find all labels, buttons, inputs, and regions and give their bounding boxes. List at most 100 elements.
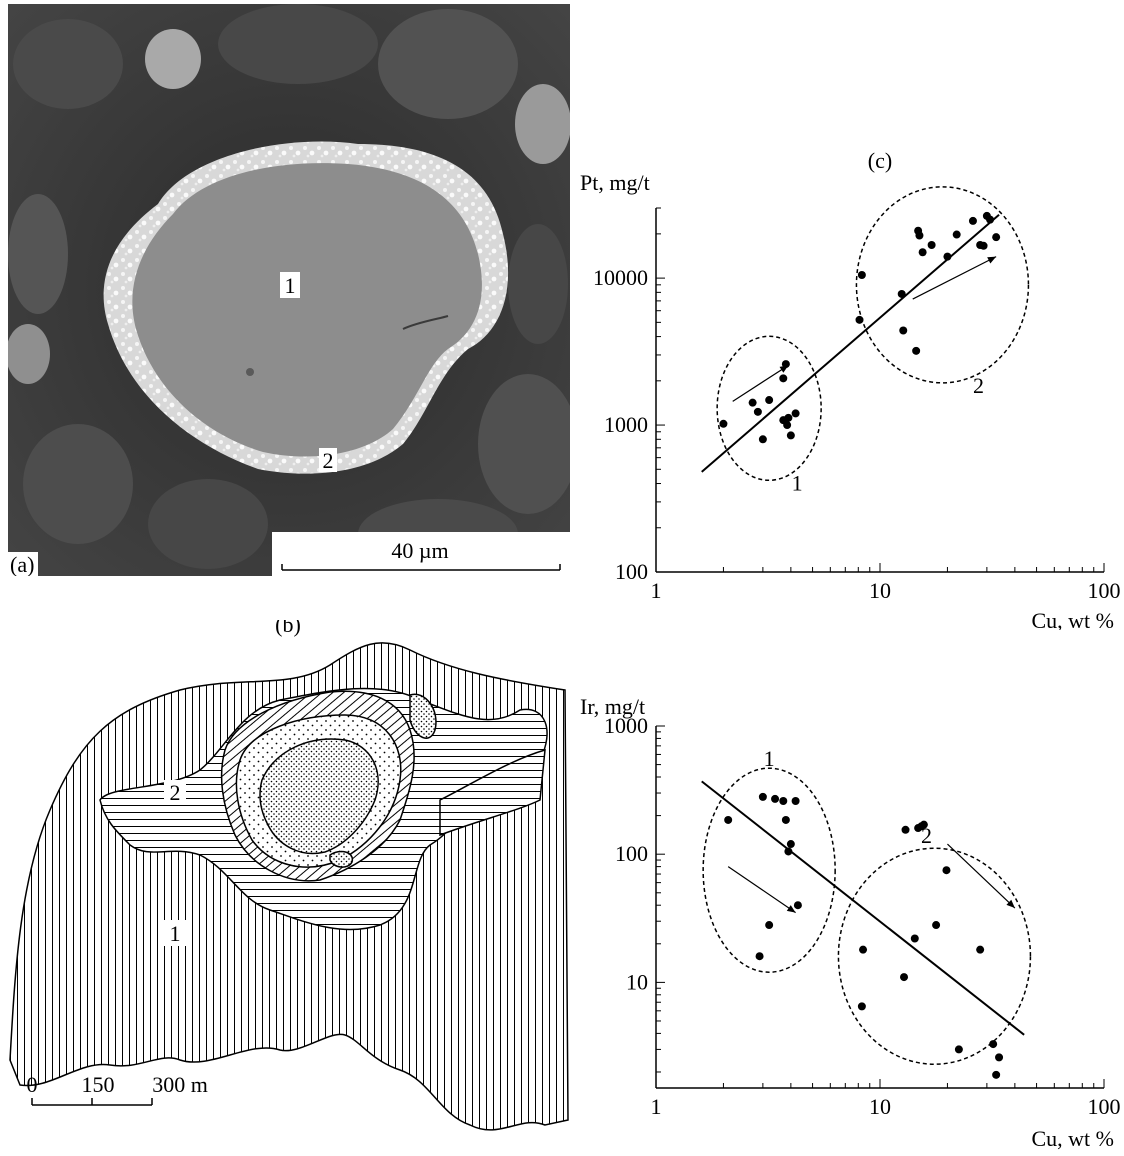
map-zone-1-label: 1 [170,921,181,946]
data-point [915,231,924,240]
data-point [992,1070,1001,1079]
scale-tick-300: 300 m [152,1072,208,1097]
data-point [855,315,864,324]
trend-arrow-head [786,905,796,913]
data-point [901,825,910,834]
panel-a-label: (a) [10,552,34,576]
chart-ir-ylabel: Ir, mg/t [580,694,645,719]
group-ellipse-1 [716,335,822,482]
chart-ir-marks: 1 10 100 10 100 1000 1 2 [604,713,1121,1119]
data-point [781,360,790,369]
data-point [952,230,961,239]
data-point [986,215,995,224]
data-point [968,216,977,225]
map-zone-2-label: 2 [170,780,181,805]
data-point [719,419,728,428]
trend-arrow [947,843,1016,909]
chart-pt-xlabel: Cu, wt % [1032,608,1115,630]
zone-2-label: 2 [323,448,334,473]
y-tick-label: 100 [615,841,648,866]
data-point [910,934,919,943]
data-point [771,794,780,803]
data-point [857,1002,866,1011]
y-tick-label: 100 [615,559,648,584]
data-point [758,792,767,801]
data-point [724,815,733,824]
scale-bar-label: 40 µm [391,538,448,563]
zone-1-label: 1 [285,273,296,298]
data-point [976,945,985,954]
data-point [779,796,788,805]
scale-tick-0: 0 [27,1072,38,1097]
trend-arrow [727,866,796,914]
chart-ir-xlabel: Cu, wt % [1032,1126,1115,1151]
data-point [919,820,928,829]
y-tick-label: 10 [626,969,648,994]
trend-arrow-head [1006,899,1015,909]
micrograph-image: 1 2 (a) 40 µm [6,4,578,577]
data-point [912,346,921,355]
scale-bar-box [272,532,570,576]
group-label-1: 1 [764,746,775,771]
x-tick-label: 100 [1088,1094,1121,1119]
data-point [791,409,800,418]
data-point [899,326,908,335]
data-point [943,252,952,261]
y-tick-label: 1000 [604,713,648,738]
data-point [918,248,927,257]
chart-pt-svg: (c) Pt, mg/t Cu, wt % 1 10 100 100 1000 10000… [580,148,1121,633]
data-point [753,407,762,416]
group-label-2: 2 [921,823,932,848]
x-tick-label: 10 [869,578,891,603]
data-point [783,421,792,430]
group-ellipse-1 [702,767,836,973]
data-point [748,398,757,407]
data-point [786,840,795,849]
data-point [979,241,988,250]
y-tick-label: 10000 [593,265,648,290]
data-point [900,973,909,982]
y-tick-label: 1000 [604,412,648,437]
panel-a-micrograph: 1 2 (a) 40 µm [6,4,578,577]
data-point [857,270,866,279]
data-point [989,1040,998,1049]
core-zone-1 [132,163,482,457]
zoning-map: (b) 2 1 0 150 300 m [9,612,569,1131]
panel-c-label: (c) [868,150,892,173]
scale-tick-150: 150 [82,1072,115,1097]
chart-pt-marks: 1 10 100 100 1000 10000 1 2 [593,186,1121,603]
panel-b-map: (b) 2 1 0 150 300 m [0,612,580,1140]
data-point [995,1053,1004,1062]
data-point [758,435,767,444]
group-ellipse-2 [855,186,1030,384]
panel-b-label: (b) [275,620,301,637]
group-label-1: 1 [792,470,803,495]
chart-ir-vs-cu: Ir, mg/t Cu, wt % 1 10 100 10 100 1000 1 2 [580,690,1124,1151]
data-point [859,945,868,954]
group-label-2: 2 [973,373,984,398]
trend-line [701,780,1025,1036]
x-tick-label: 1 [651,1094,662,1119]
data-point [932,921,941,930]
data-point [897,289,906,298]
chart-ir-svg: Ir, mg/t Cu, wt % 1 10 100 10 100 1000 1 2 [580,694,1121,1151]
data-point [765,921,774,930]
x-tick-label: 100 [1088,578,1121,603]
data-point [954,1045,963,1054]
data-point [793,901,802,910]
data-point [784,847,793,856]
data-point [786,431,795,440]
data-point [781,815,790,824]
data-point [992,233,1001,242]
chart-pt-vs-cu: (c) Pt, mg/t Cu, wt % 1 10 100 100 1000 10000… [580,148,1124,633]
x-tick-label: 1 [651,578,662,603]
data-point [927,241,936,250]
trend-arrow [732,364,789,402]
trend-arrow [912,256,997,300]
data-point [791,796,800,805]
data-point [765,396,774,405]
x-tick-label: 10 [869,1094,891,1119]
data-point [942,866,951,875]
data-point [779,374,788,383]
map-scale-bar: 0 150 300 m [27,1072,208,1106]
